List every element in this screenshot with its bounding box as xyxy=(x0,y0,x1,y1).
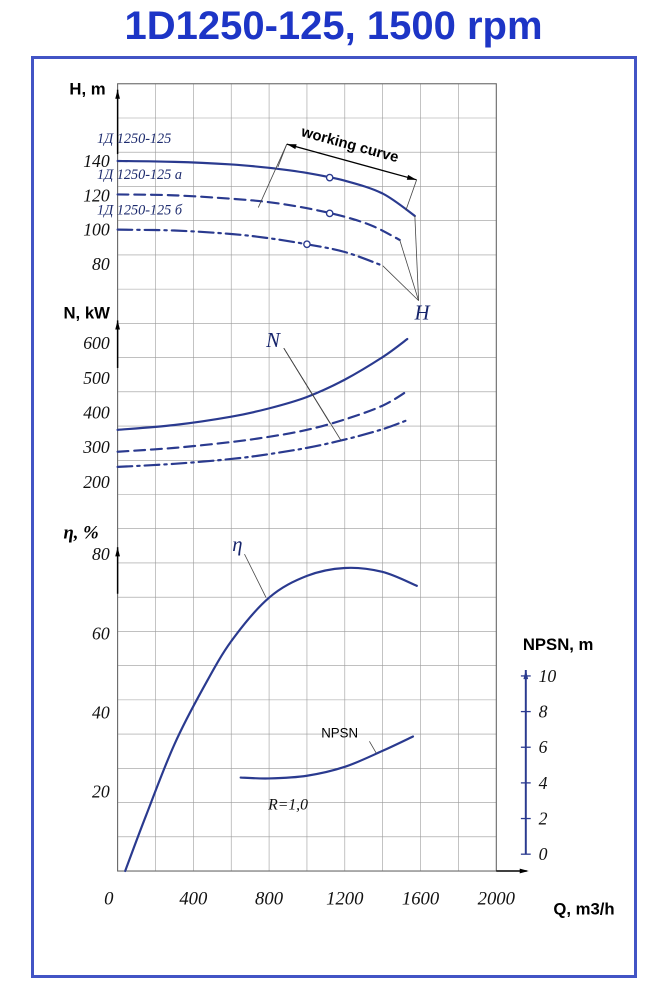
curve-7 xyxy=(239,735,414,780)
eta-pointer-label: η xyxy=(232,534,242,556)
curve-name-label: 1Д 1250-125 б xyxy=(96,202,182,218)
working-curve-label: working curve xyxy=(298,124,400,166)
q-tick: 0 xyxy=(104,889,114,910)
npsn-tick: 0 xyxy=(538,844,547,864)
n-pointer-label: N xyxy=(265,330,281,352)
q-tick: 2000 xyxy=(477,889,515,910)
n-tick: 300 xyxy=(82,437,110,457)
arrowhead xyxy=(114,547,120,557)
n-tick: 600 xyxy=(83,333,110,353)
arrowhead xyxy=(406,174,417,180)
r-label: R=1,0 xyxy=(267,797,308,814)
curve-name-label: 1Д 1250-125 а xyxy=(96,167,181,183)
arrowhead xyxy=(286,144,297,150)
duty-point-marker xyxy=(325,209,334,218)
h-tick: 120 xyxy=(83,185,110,205)
curve-3 xyxy=(116,337,408,431)
curve-6 xyxy=(123,566,418,873)
curve-1 xyxy=(116,193,401,242)
curve-2 xyxy=(116,228,384,267)
npsn-tick: 8 xyxy=(538,701,547,721)
n-tick: 400 xyxy=(83,402,110,422)
working-curve-arrow xyxy=(286,143,417,181)
q-tick: 800 xyxy=(255,889,284,910)
h-tick: 140 xyxy=(83,151,110,171)
duty-point-marker xyxy=(302,240,311,249)
q-tick: 1200 xyxy=(326,889,364,910)
q-axis-label: Q, m3/h xyxy=(553,900,614,919)
curve-4 xyxy=(116,389,408,453)
curve-name-label: 1Д 1250-125 xyxy=(96,131,170,147)
h-axis-label: H, m xyxy=(69,80,105,99)
n-tick: 500 xyxy=(83,368,110,388)
npsn-tick: 6 xyxy=(538,737,547,757)
duty-point-marker xyxy=(325,173,334,182)
eta-tick: 40 xyxy=(92,702,110,722)
q-tick: 400 xyxy=(179,889,208,910)
npsn-tick: 2 xyxy=(538,808,547,828)
curve-0 xyxy=(116,159,416,218)
leader-line xyxy=(257,143,287,208)
arrowhead xyxy=(114,89,120,99)
n-axis-label: N, kW xyxy=(63,303,110,322)
arrowhead xyxy=(519,868,529,874)
n-leader-line xyxy=(283,347,341,441)
eta-axis-label: η, % xyxy=(63,522,98,543)
eta-leader-line xyxy=(243,553,266,598)
plot-border xyxy=(116,83,497,872)
h-leader-line xyxy=(381,265,419,301)
eta-tick: 60 xyxy=(92,623,110,643)
arrowhead xyxy=(522,669,528,680)
leader-line xyxy=(404,179,417,211)
curve-5 xyxy=(116,419,408,468)
h-leader-line xyxy=(413,215,419,301)
npsn-leader-line xyxy=(368,741,377,754)
h-tick: 80 xyxy=(92,254,110,274)
npsn-tick: 4 xyxy=(538,773,547,793)
h-tick: 100 xyxy=(83,220,110,240)
h-pointer-label: H xyxy=(413,302,430,324)
n-tick: 200 xyxy=(83,472,110,492)
npsn-tick: 10 xyxy=(538,666,556,686)
eta-tick: 20 xyxy=(92,782,110,802)
npsn-axis-label: NPSN, m xyxy=(522,635,593,654)
eta-tick: 80 xyxy=(92,544,110,564)
npsn-curve-label: NPSN xyxy=(321,725,358,740)
chart-frame: H, m 80 100 120 140 N, kW 200 300 400 500 600 η, % 2… xyxy=(30,56,637,978)
h-leader-line xyxy=(398,239,419,301)
arrowhead xyxy=(114,320,120,330)
chart-title: 1D1250-125, 1500 rpm xyxy=(124,4,543,48)
q-tick: 1600 xyxy=(401,889,439,910)
